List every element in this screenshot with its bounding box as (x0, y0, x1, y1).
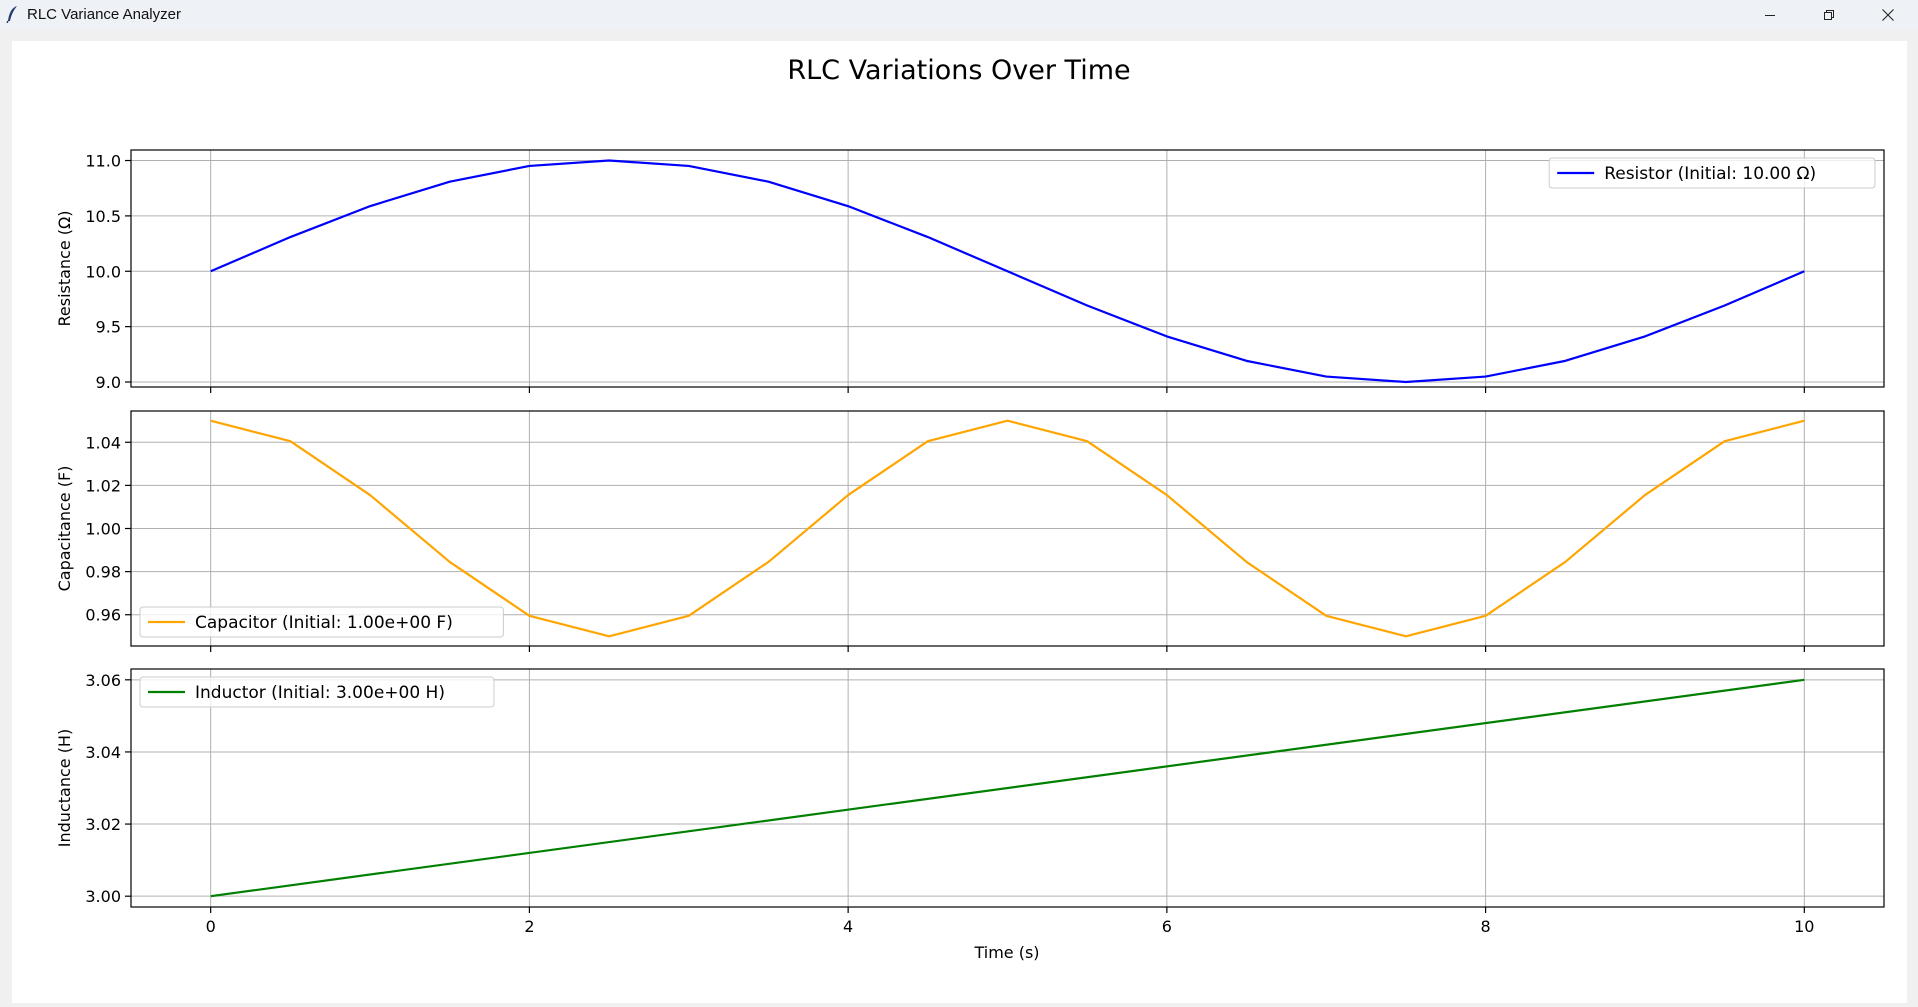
figure-canvas: RLC Variations Over Time Time (s) 9.0 9.5… (12, 41, 1907, 1003)
x-tick-label: 0 (206, 917, 216, 936)
restore-icon (1824, 9, 1834, 20)
resistance-y-tick-label: 9.0 (96, 373, 121, 392)
minimize-icon (1765, 14, 1775, 16)
capacitance-series-line (210, 419, 1805, 638)
capacitance-y-axis-label: Capacitance (F) (55, 466, 74, 592)
resistance-y-tick-label: 9.5 (96, 318, 121, 337)
feather-icon (6, 6, 17, 23)
capacitance-y-tick-label: 1.02 (85, 476, 121, 495)
inductance-y-tick-label: 3.00 (85, 887, 121, 906)
capacitance-y-tick-label: 1.00 (85, 520, 121, 539)
window-title: RLC Variance Analyzer (27, 6, 181, 23)
resistance-axes-frame (130, 149, 1885, 388)
inductance-y-axis-label: Inductance (H) (55, 729, 74, 847)
inductance-axes-frame (130, 668, 1885, 908)
rlc-chart: RLC Variations Over Time Time (s) 9.0 9.5… (55, 55, 1885, 962)
x-tick-label: 8 (1480, 917, 1490, 936)
capacitance-y-tick-label: 1.04 (85, 433, 121, 452)
close-button[interactable] (1859, 0, 1917, 29)
x-tick-label: 4 (843, 917, 853, 936)
resistance-legend: Resistor (Initial: 10.00 Ω) (1548, 157, 1876, 189)
restore-button[interactable] (1800, 0, 1858, 29)
x-tick-label: 10 (1794, 917, 1814, 936)
inductance-series-line (210, 678, 1805, 898)
resistance-y-tick-label: 10.5 (85, 207, 121, 226)
chart-title: RLC Variations Over Time (787, 55, 1130, 86)
legend-box (1548, 157, 1876, 189)
capacitance-y-tick-label: 0.96 (85, 606, 121, 625)
legend-box (139, 606, 504, 638)
resistance-series-line (210, 159, 1805, 384)
title-bar: RLC Variance Analyzer (0, 0, 1918, 29)
close-icon (1882, 8, 1894, 21)
capacitance-legend: Capacitor (Initial: 1.00e+00 F) (139, 606, 504, 638)
inductance-legend-label: Inductor (Initial: 3.00e+00 H) (195, 683, 445, 703)
resistance-y-tick-label: 10.0 (85, 262, 121, 281)
inductance-y-tick-label: 3.02 (85, 815, 121, 834)
x-tick-label: 6 (1162, 917, 1172, 936)
inductance-y-tick-label: 3.04 (85, 743, 121, 762)
x-tick-label: 2 (524, 917, 534, 936)
resistance-legend-label: Resistor (Initial: 10.00 Ω) (1604, 164, 1816, 184)
resistance-y-axis-label: Resistance (Ω) (55, 210, 74, 326)
capacitance-legend-label: Capacitor (Initial: 1.00e+00 F) (195, 613, 453, 633)
legend-box (139, 676, 495, 708)
x-axis-label: Time (s) (973, 943, 1039, 962)
resistance-y-tick-label: 11.0 (85, 152, 121, 171)
minimize-button[interactable] (1741, 0, 1799, 29)
capacitance-y-tick-label: 0.98 (85, 563, 121, 582)
inductance-y-tick-label: 3.06 (85, 671, 121, 690)
inductance-legend: Inductor (Initial: 3.00e+00 H) (139, 676, 495, 708)
capacitance-panel (125, 410, 1885, 652)
